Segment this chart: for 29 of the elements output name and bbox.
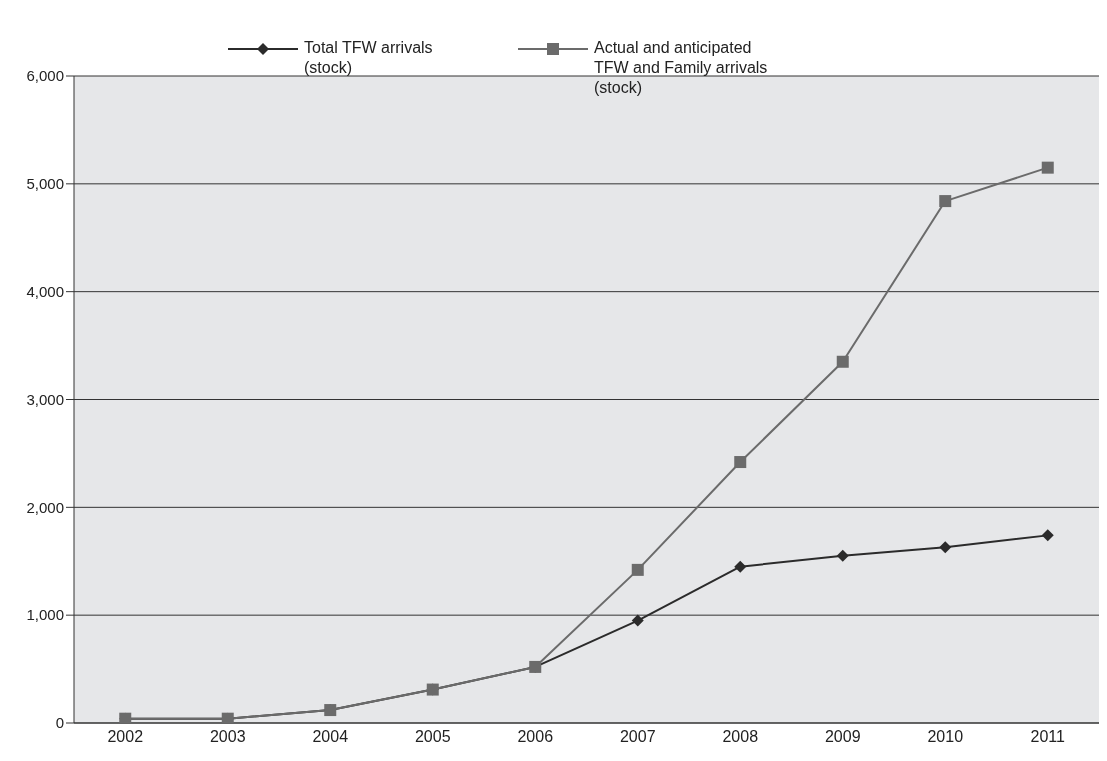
y-tick-label: 6,000 — [26, 67, 64, 85]
point — [631, 614, 644, 627]
point — [836, 549, 849, 562]
y-tick-label: 4,000 — [26, 282, 64, 300]
point — [631, 563, 644, 576]
y-tick-label: 3,000 — [26, 390, 64, 408]
point — [734, 456, 747, 469]
y-tick-label: 2,000 — [26, 498, 64, 516]
x-tick-label: 2006 — [517, 728, 554, 746]
legend-label: Actual and anticipated TFW and Family arrivals (stock) — [594, 38, 768, 98]
point — [734, 560, 747, 573]
legend-label: Total TFW arrivals (stock) — [304, 38, 434, 78]
x-tick-label: 2009 — [824, 728, 861, 746]
point — [939, 541, 952, 554]
y-tick-label: 0 — [55, 714, 64, 732]
x-tick-label: 2008 — [722, 728, 759, 746]
x-tick-label: 2002 — [107, 728, 144, 746]
x-tick-label: 2007 — [619, 728, 656, 746]
point — [1041, 529, 1054, 542]
x-tick-label: 2010 — [927, 728, 964, 746]
x-tick-label: 2005 — [414, 728, 451, 746]
point — [836, 355, 849, 368]
x-tick-label: 2003 — [209, 728, 246, 746]
point — [939, 195, 952, 208]
point — [1041, 161, 1054, 174]
y-tick-label: 1,000 — [26, 606, 64, 624]
x-tick-label: 2011 — [1030, 728, 1066, 746]
y-tick-label: 5,000 — [26, 175, 64, 193]
x-tick-label: 2004 — [312, 728, 349, 746]
